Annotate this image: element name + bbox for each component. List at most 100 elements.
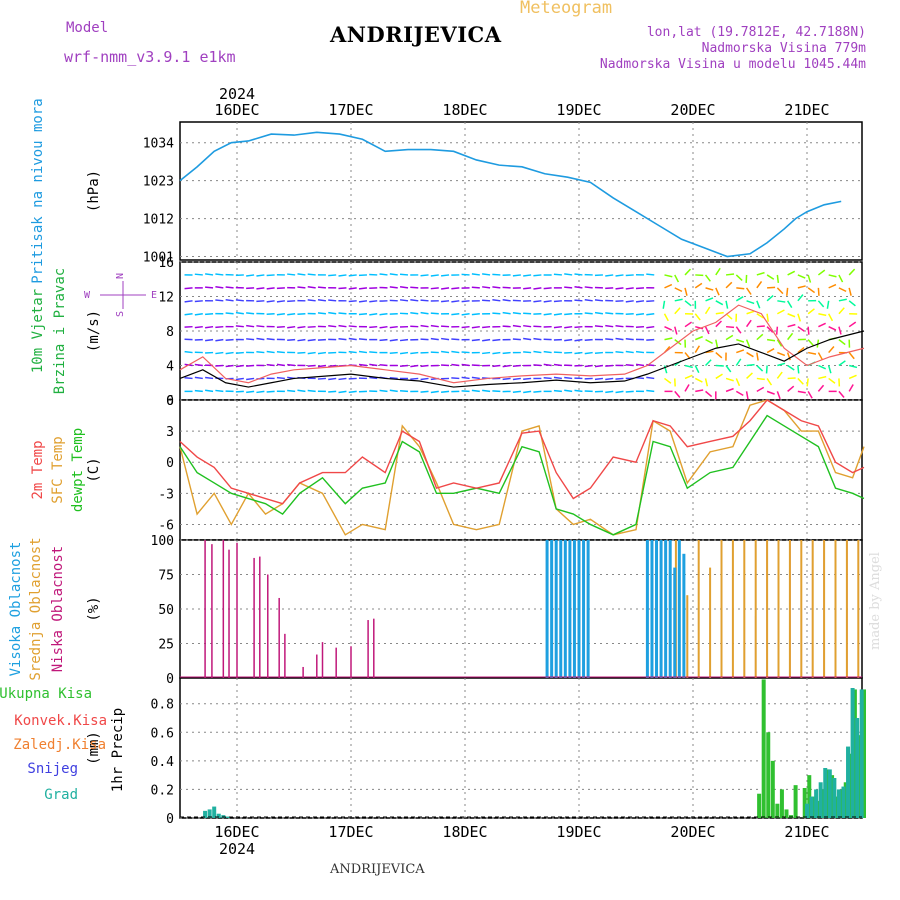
wind-arrow (766, 338, 776, 342)
precip-bar (212, 806, 217, 818)
unit-label: (mm) (86, 731, 102, 765)
precip-legend-item: Snijeg (27, 761, 78, 777)
wind-arrow (246, 274, 255, 277)
wind-arrow (358, 363, 368, 367)
day-label-bottom: 20DEC (670, 823, 715, 841)
wind-arrow (543, 287, 552, 290)
wind-arrow (848, 268, 856, 276)
wind-arrow (807, 287, 816, 294)
wind-arrow (766, 378, 773, 386)
precip-bar (850, 688, 855, 818)
wind-arrow (848, 287, 852, 296)
wind-arrow (461, 273, 470, 276)
wind-arrow (694, 345, 701, 353)
wind-arrow (369, 351, 378, 354)
unit-label: (%) (86, 596, 102, 621)
cloud-bar (800, 540, 803, 678)
wind-arrow (797, 326, 805, 332)
wind-arrow (635, 363, 645, 367)
wind-arrow (746, 351, 754, 358)
wind-arrow (543, 350, 552, 354)
wind-arrow (235, 351, 244, 354)
cloud-bar (650, 540, 654, 678)
cloud-bar (321, 642, 324, 678)
wind-arrow (379, 313, 388, 316)
cloud-bar (228, 549, 230, 678)
cloud-bar (731, 540, 734, 678)
wind-arrow (615, 274, 624, 277)
wind-arrow (704, 306, 711, 315)
wind-arrow (215, 338, 224, 342)
wind-arrow (574, 299, 583, 302)
sfc-axis-label: SFC Temp (50, 436, 66, 503)
temp2m-axis-label: 2m Temp (30, 440, 46, 499)
wind-arrow (745, 319, 752, 328)
cloud-bar (373, 618, 375, 678)
wind-arrow (369, 300, 378, 303)
wind-arrow (553, 363, 562, 367)
wind-arrow (256, 337, 265, 341)
wind-arrow (287, 363, 296, 367)
wind-arrow (441, 274, 450, 277)
wind-arrow (787, 323, 796, 328)
wind-arrow (786, 300, 793, 309)
cloud-bar (845, 540, 848, 678)
cloud-bar (645, 540, 649, 678)
wind-arrow (777, 300, 786, 303)
wind-arrow (317, 298, 327, 302)
wind-arrow (735, 390, 744, 397)
precip-bar (848, 753, 853, 818)
precip-bar (834, 796, 839, 818)
wind-arrow (605, 377, 614, 381)
cloud-bar (811, 540, 814, 678)
cloud-bar (267, 574, 269, 678)
ytick-label: 1023 (143, 175, 174, 190)
wind-arrow (225, 351, 234, 355)
wind-arrow (715, 339, 719, 348)
ytick-label: -3 (158, 487, 174, 502)
panel-frame-temperature (179, 399, 863, 541)
wind-arrow (735, 378, 741, 387)
wind-arrow (736, 338, 745, 343)
wind-arrow (615, 351, 624, 354)
dewpt-axis-label: dewpt Temp (70, 428, 86, 512)
wind-arrow (787, 364, 795, 371)
wind-arrow (787, 332, 794, 341)
pressure-axis-label: Pritisak na nivou mora (30, 98, 46, 283)
wind-arrow (533, 287, 542, 290)
wind-arrow (492, 338, 501, 342)
wind-arrow (848, 384, 854, 392)
wind-arrow (184, 300, 193, 303)
wind-arrow (786, 287, 789, 296)
wind-arrow (635, 287, 645, 290)
wind-arrow (379, 364, 388, 367)
wind-arrow (797, 294, 804, 302)
wind-arrow (694, 282, 703, 289)
wind-arrow (297, 351, 306, 354)
wind-arrow (420, 324, 429, 328)
wind-arrow (369, 325, 378, 329)
wind-arrow (492, 286, 501, 289)
wind-arrow (745, 339, 751, 348)
wind-arrow (348, 390, 357, 394)
wind-arrow (766, 348, 775, 354)
wind-arrow (838, 360, 846, 367)
wind-arrow (766, 326, 774, 333)
wind-arrow (379, 338, 388, 342)
wind-arrow (663, 313, 669, 322)
wind-arrow (605, 274, 614, 277)
wind-arrow (430, 324, 439, 328)
wind-arrow (492, 351, 501, 355)
wind-arrow (767, 286, 776, 289)
wind-arrow (787, 313, 796, 318)
wind-arrow (246, 364, 255, 367)
cloud-bar (316, 654, 318, 678)
wind-arrow (705, 350, 714, 354)
wind-arrow (646, 273, 655, 276)
wind-arrow (461, 313, 470, 316)
wind-arrow (838, 390, 845, 398)
wind-arrow (348, 350, 357, 354)
wind-arrow (695, 325, 704, 330)
wind-arrow (451, 363, 460, 367)
wind-arrow (635, 313, 645, 316)
